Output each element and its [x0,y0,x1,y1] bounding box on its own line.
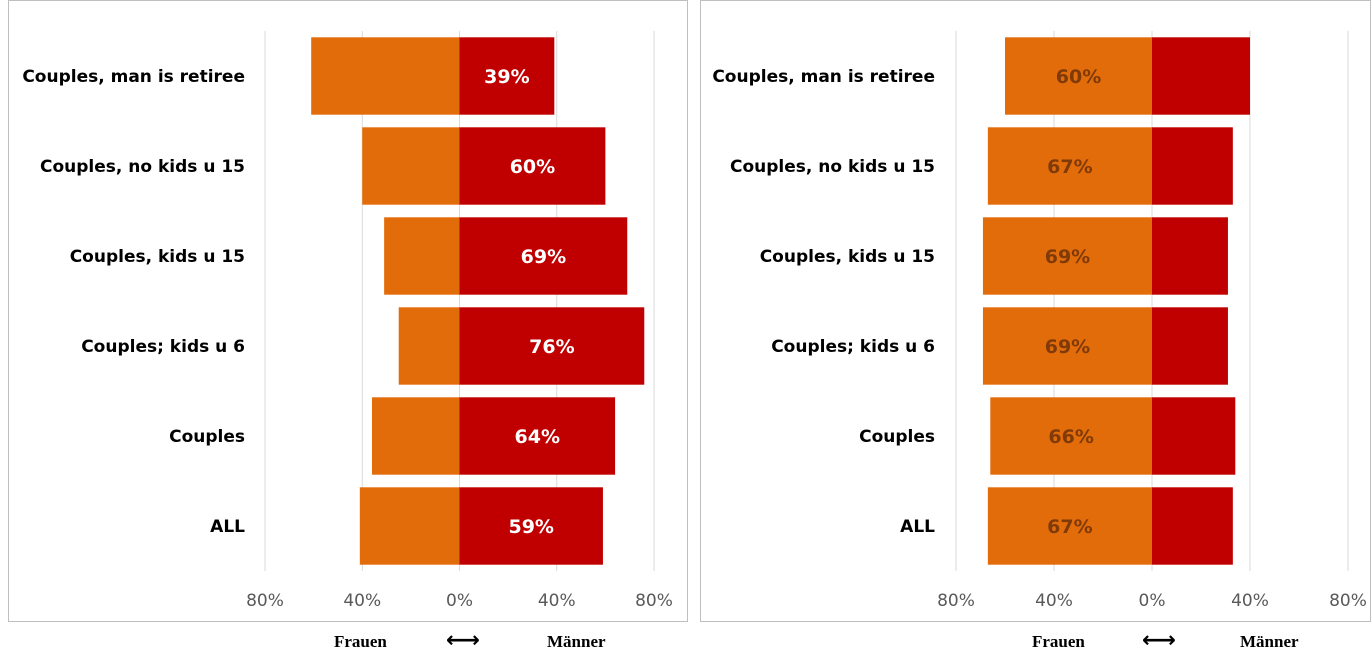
left-data-label: 69% [521,246,566,268]
left-category-label: Couples, no kids u 15 [40,157,245,177]
left-tick-label: 80% [635,591,673,611]
left-tick-label: 40% [343,591,381,611]
left-bar-men [459,217,628,295]
footer-arrows-right: ←→ [1142,628,1176,653]
right-tick-label: 40% [1231,591,1269,611]
right-bar-women [1005,37,1152,115]
right-tick-label: 0% [1139,591,1166,611]
right-data-label: 66% [1048,426,1093,448]
left-category-label: Couples, man is retiree [22,67,245,87]
right-data-label: 60% [1056,66,1101,88]
left-bar-women [362,127,460,205]
chart-right: Couples, man is retiree 60% Couples, no ki… [700,0,1371,622]
right-bar-women [987,487,1152,565]
footer-arrows-left: ←→ [446,628,480,653]
footer-women-right: Frauen [1032,632,1085,651]
left-tick-label: 80% [246,591,284,611]
left-data-label: 59% [508,516,553,538]
left-category-label: ALL [210,517,245,537]
right-tick-label: 80% [937,591,975,611]
left-category-label: Couples, kids u 15 [70,247,245,267]
left-bar-women [371,397,460,475]
left-bar-women [384,217,460,295]
right-category-label: ALL [900,517,935,537]
chart-left-svg: Couples, man is retiree 39% Couples, no ki… [22,31,673,611]
left-bar-women [359,487,460,565]
right-tick-label: 80% [1329,591,1367,611]
right-data-label: 67% [1047,516,1092,538]
right-bar-men [1152,397,1236,475]
footer-men-right: Männer [1240,632,1299,651]
left-bar-men [459,487,603,565]
footer-men-left: Männer [547,632,606,651]
right-category-label: Couples; kids u 6 [771,337,935,357]
left-tick-label: 0% [446,591,473,611]
left-data-label: 39% [484,66,529,88]
left-bar-men [459,127,606,205]
footer-women-left: Frauen [334,632,387,651]
right-category-label: Couples, no kids u 15 [730,157,935,177]
right-category-label: Couples, kids u 15 [760,247,935,267]
right-data-label: 69% [1045,336,1090,358]
left-data-label: 64% [515,426,560,448]
right-bar-women [987,127,1152,205]
right-data-label: 67% [1047,156,1092,178]
right-bar-men [1152,127,1233,205]
right-bar-women [982,307,1152,385]
left-data-label: 76% [529,336,574,358]
right-bar-men [1152,487,1233,565]
left-bar-men [459,397,616,475]
left-bar-men [459,37,555,115]
left-tick-label: 40% [538,591,576,611]
chart-right-svg: Couples, man is retiree 60% Couples, no ki… [712,31,1367,611]
left-bar-women [398,307,460,385]
right-tick-label: 40% [1035,591,1073,611]
right-bar-women [982,217,1152,295]
right-bar-men [1152,217,1228,295]
right-data-label: 69% [1045,246,1090,268]
left-bar-men [459,307,645,385]
left-bar-women [311,37,460,115]
right-category-label: Couples [859,427,935,447]
left-category-label: Couples [169,427,245,447]
chart-left: Couples, man is retiree 39% Couples, no ki… [8,0,688,622]
right-bar-women [990,397,1152,475]
right-bar-men [1152,37,1250,115]
left-category-label: Couples; kids u 6 [81,337,245,357]
left-data-label: 60% [510,156,555,178]
right-bar-men [1152,307,1228,385]
right-category-label: Couples, man is retiree [712,67,935,87]
